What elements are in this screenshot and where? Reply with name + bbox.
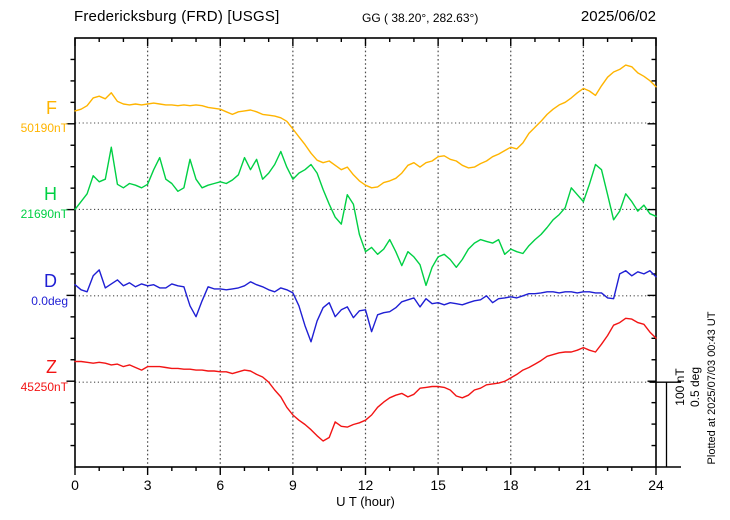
trace-baseline-z: 45250nT (20, 380, 68, 395)
x-tick-label: 24 (648, 477, 664, 493)
x-tick-label: 9 (288, 477, 297, 493)
x-tick-label: 12 (357, 477, 374, 493)
x-tick-label: 18 (502, 477, 519, 493)
trace-label-f: F (46, 98, 57, 118)
date-label: 2025/06/02 (580, 8, 656, 25)
geographic-coordinates: GG ( 38.20°, 282.63°) (362, 11, 479, 25)
scalebar-deg-label: 0.5 deg (688, 366, 702, 408)
trace-h (74, 146, 657, 287)
trace-d (74, 269, 657, 343)
trace-label-h: H (44, 184, 57, 205)
trace-f (74, 64, 657, 189)
scalebar-nt-label: 100 nT (673, 368, 687, 406)
x-tick-label: 21 (575, 477, 592, 493)
x-tick-label: 3 (143, 477, 152, 493)
x-axis-label: U T (hour) (336, 494, 395, 509)
trace-label-d: D (44, 270, 57, 291)
scalebar-label: 100 nT 0.5 deg (673, 347, 703, 427)
plotted-at-label: Plotted at 2025/07/03 00:43 UT (706, 311, 718, 465)
trace-baseline-h: 21690nT (20, 207, 68, 222)
trace-baseline-d: 0.0deg (31, 293, 68, 308)
x-tick-label: 15 (430, 477, 446, 493)
x-tick-label: 0 (71, 477, 79, 493)
trace-z (74, 317, 657, 442)
trace-baseline-f: 50190nT (20, 121, 68, 135)
trace-label-z: Z (46, 357, 57, 378)
x-tick-label: 6 (216, 477, 225, 493)
station-title: Fredericksburg (FRD) [USGS] (74, 8, 280, 25)
